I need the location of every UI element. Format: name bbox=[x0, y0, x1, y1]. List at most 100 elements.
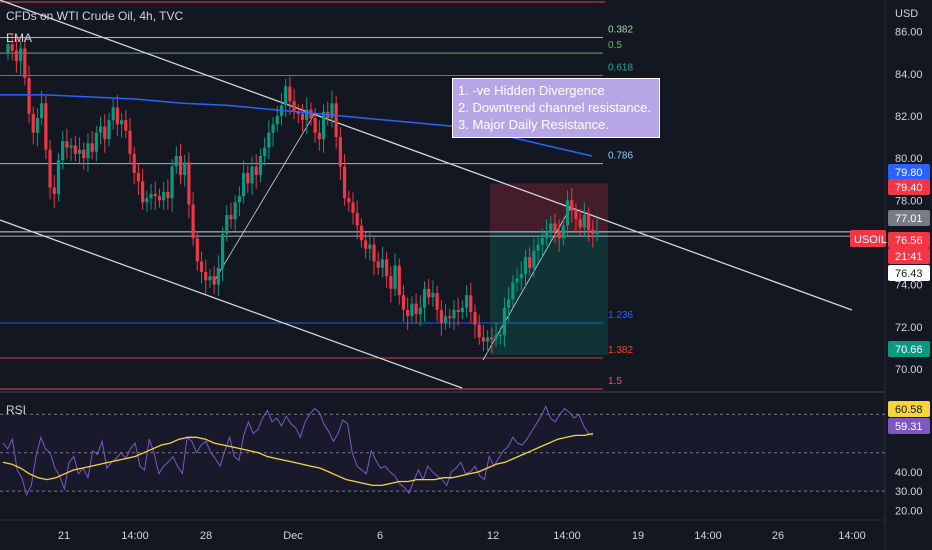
candle-body bbox=[23, 48, 27, 78]
candle-body bbox=[473, 312, 477, 325]
candle-body bbox=[565, 200, 570, 226]
candle-body bbox=[578, 219, 582, 228]
candle-body bbox=[313, 118, 317, 133]
fib-label-0.786: 0.786 bbox=[608, 151, 633, 162]
candle-body bbox=[44, 103, 48, 150]
candle-body bbox=[212, 276, 216, 285]
price-tick: 82.00 bbox=[895, 111, 923, 123]
candle-body bbox=[65, 141, 69, 148]
candle-body bbox=[128, 130, 132, 154]
candle-body bbox=[393, 265, 397, 289]
rsi-badge-2-text: 59.31 bbox=[895, 421, 923, 433]
candle-body bbox=[452, 309, 456, 319]
time-tick: 6 bbox=[377, 530, 383, 542]
annotation-line-2: 2. Downtrend channel resistance. bbox=[458, 100, 651, 115]
candle-body bbox=[553, 223, 557, 232]
price-badge bbox=[888, 210, 930, 226]
candle-body bbox=[61, 141, 65, 161]
candle-body bbox=[368, 244, 372, 249]
candle-body bbox=[225, 215, 229, 234]
price-badge bbox=[888, 179, 930, 195]
candle-body bbox=[528, 257, 532, 268]
fib-label-1.5: 1.5 bbox=[608, 376, 622, 387]
time-tick: 14:00 bbox=[553, 530, 581, 542]
candle-body bbox=[435, 293, 439, 310]
price-tick: 74.00 bbox=[895, 280, 923, 292]
price-tick: 84.00 bbox=[895, 69, 923, 81]
price-tick: 80.00 bbox=[895, 153, 923, 165]
candle-body bbox=[10, 44, 14, 51]
candle-body bbox=[14, 50, 19, 62]
candle-body bbox=[288, 86, 292, 102]
price-badge-text: 21:41 bbox=[895, 251, 923, 263]
candle-body bbox=[136, 172, 141, 182]
candle-body bbox=[431, 293, 435, 298]
price-badge-text: 79.80 bbox=[895, 167, 923, 179]
candle-body bbox=[422, 288, 427, 308]
divergence-line-2 bbox=[482, 204, 573, 361]
time-tick: 12 bbox=[487, 530, 499, 542]
candle-body bbox=[208, 276, 212, 281]
indicator-label-rsi[interactable]: RSI bbox=[6, 403, 27, 417]
price-badge bbox=[888, 164, 930, 180]
candle-body bbox=[296, 111, 300, 114]
candle-body bbox=[166, 191, 170, 199]
rsi-tick: 20.00 bbox=[895, 505, 923, 517]
candle-body bbox=[73, 145, 77, 154]
symbol-badge bbox=[850, 230, 886, 247]
price-badge-text: 79.40 bbox=[895, 182, 923, 194]
candle-body bbox=[56, 160, 61, 194]
candle-body bbox=[250, 166, 254, 184]
candle-body bbox=[6, 44, 10, 53]
price-tick: 72.00 bbox=[895, 322, 923, 334]
candle-body bbox=[275, 115, 279, 125]
candle-body bbox=[523, 257, 528, 275]
price-badge-text: 70.66 bbox=[895, 344, 923, 356]
candle-body bbox=[330, 103, 334, 119]
candle-body bbox=[532, 250, 536, 268]
price-badge-text: 77.01 bbox=[895, 213, 923, 225]
chart-title: CFDs on WTI Crude Oil, 4h, TVC bbox=[6, 9, 184, 23]
candle-body bbox=[494, 335, 498, 340]
trendline-lower bbox=[0, 219, 463, 389]
candle-body bbox=[380, 259, 385, 268]
candle-body bbox=[498, 335, 502, 337]
candle-body bbox=[242, 172, 246, 197]
currency-label[interactable]: USD bbox=[895, 8, 919, 20]
fib-label-0.382: 0.382 bbox=[608, 25, 633, 36]
candle-body bbox=[448, 316, 452, 319]
price-badge bbox=[888, 248, 930, 264]
candle-body bbox=[19, 48, 23, 62]
rsi-tick: 30.00 bbox=[895, 486, 923, 498]
indicator-label-ema[interactable]: EMA bbox=[6, 31, 33, 45]
price-badge bbox=[888, 265, 930, 281]
time-tick: 28 bbox=[200, 530, 212, 542]
candle-body bbox=[149, 193, 153, 199]
candle-body bbox=[204, 271, 208, 281]
candle-body bbox=[162, 191, 166, 201]
rsi-badge-1-text: 60.58 bbox=[895, 404, 923, 416]
candle-body bbox=[544, 231, 549, 239]
candle-body bbox=[570, 200, 574, 211]
candle-body bbox=[77, 149, 82, 154]
candle-body bbox=[586, 215, 591, 230]
candle-body bbox=[263, 147, 267, 156]
candle-body bbox=[321, 111, 326, 140]
annotation-box[interactable]: 1. -ve Hidden Divergence 2. Downtrend ch… bbox=[452, 78, 660, 138]
candle-body bbox=[334, 103, 338, 138]
time-tick: 14:00 bbox=[838, 530, 866, 542]
price-badge-text: 76.43 bbox=[895, 268, 923, 280]
candle-body bbox=[124, 120, 128, 131]
candle-body bbox=[267, 132, 271, 148]
candle-body bbox=[460, 307, 464, 312]
candle-body bbox=[359, 225, 363, 241]
candle-body bbox=[145, 198, 149, 203]
candle-body bbox=[317, 132, 321, 140]
candle-body bbox=[406, 309, 410, 317]
candle-body bbox=[292, 101, 296, 112]
candle-body bbox=[389, 276, 393, 289]
price-tick: 70.00 bbox=[895, 364, 923, 376]
candle-body bbox=[364, 240, 368, 249]
candle-body bbox=[355, 212, 359, 226]
